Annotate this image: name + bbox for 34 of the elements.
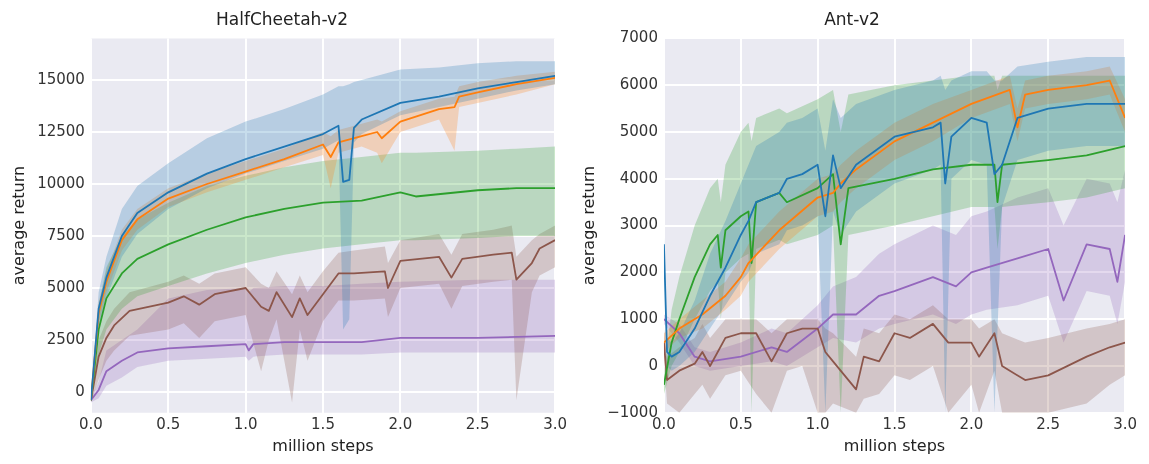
x-tick-label: 2.5 xyxy=(465,414,490,433)
chart-title: HalfCheetah-v2 xyxy=(216,8,348,29)
y-tick-label: 3000 xyxy=(619,215,658,234)
y-tick-label: 7500 xyxy=(46,225,85,244)
y-axis-title: average return xyxy=(578,165,598,286)
x-tick-label: 0.5 xyxy=(728,414,753,433)
x-tick-label: 3.0 xyxy=(1113,414,1137,433)
y-tick-label: 4000 xyxy=(619,168,658,187)
x-tick-label: 2.0 xyxy=(959,414,984,433)
x-tick-label: 3.0 xyxy=(543,414,567,433)
y-tick-label: 12500 xyxy=(37,121,85,140)
x-tick-label: 2.0 xyxy=(388,414,413,433)
y-tick-label: 2000 xyxy=(619,262,658,281)
x-tick-label: 1.0 xyxy=(233,414,258,433)
x-tick-label: 0.0 xyxy=(78,414,103,433)
x-axis-title: million steps xyxy=(272,435,374,455)
y-axis-title: average return xyxy=(8,165,28,286)
y-tick-label: 2500 xyxy=(46,329,85,348)
x-tick-label: 1.0 xyxy=(805,414,830,433)
x-tick-label: 2.5 xyxy=(1036,414,1061,433)
y-tick-label: 5000 xyxy=(619,121,658,140)
y-tick-label: 0 xyxy=(75,381,85,400)
y-tick-label: 15000 xyxy=(37,69,85,88)
y-tick-label: 6000 xyxy=(619,75,658,94)
y-tick-label: 0 xyxy=(648,355,658,374)
x-tick-label: 0.5 xyxy=(156,414,181,433)
chart-title: Ant-v2 xyxy=(824,8,880,29)
y-tick-label: 10000 xyxy=(37,173,85,192)
x-axis-title: million steps xyxy=(843,435,946,455)
x-tick-label: 1.5 xyxy=(311,414,335,433)
x-tick-label: 1.5 xyxy=(882,414,907,433)
y-tick-label: 5000 xyxy=(46,277,85,296)
y-tick-label: 7000 xyxy=(619,28,658,47)
y-tick-label: 1000 xyxy=(619,309,658,328)
